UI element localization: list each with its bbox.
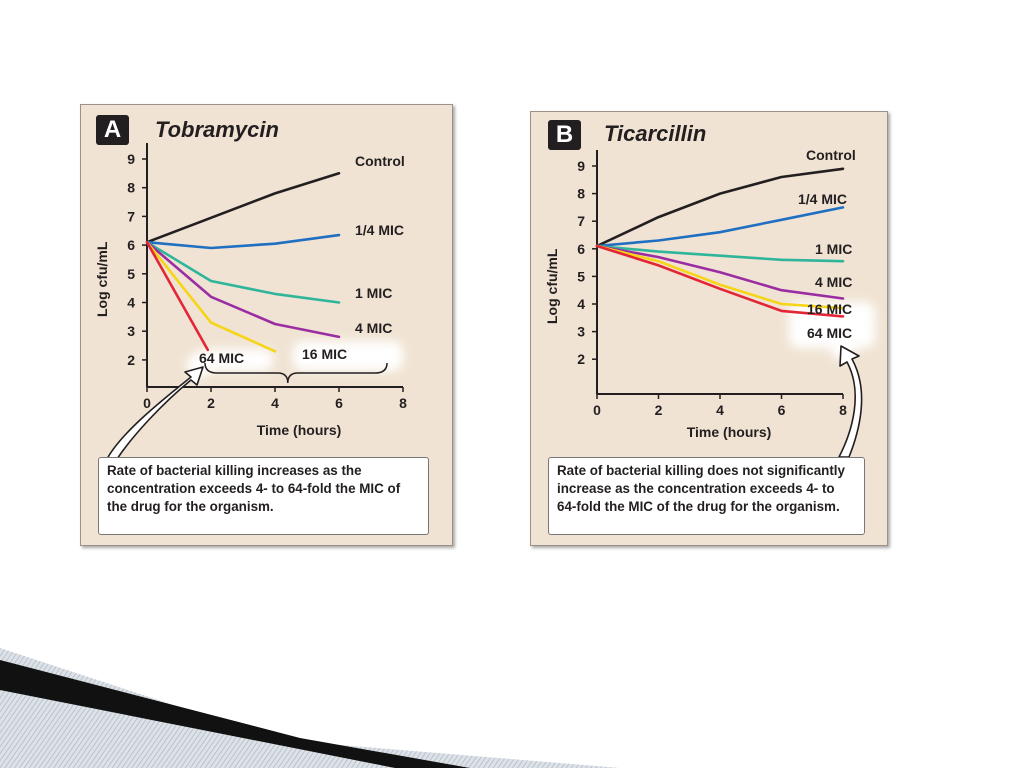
x-tick-label: 2 xyxy=(207,395,215,411)
y-tick-label: 8 xyxy=(577,186,585,202)
series-label-control: Control xyxy=(355,153,405,169)
series-line-64-mic xyxy=(595,244,845,318)
series-line-1-mic xyxy=(145,240,341,304)
x-tick-label: 2 xyxy=(655,402,663,418)
series-label-4-mic: 4 MIC xyxy=(815,274,852,290)
x-axis-label: Time (hours) xyxy=(687,424,772,440)
series-label-16-mic: 16 MIC xyxy=(302,346,347,362)
y-tick-label: 9 xyxy=(577,158,585,174)
panel-b-caption: Rate of bacterial killing does not signi… xyxy=(548,457,865,535)
panel-b-badge: B xyxy=(548,120,581,150)
series-line-4-mic xyxy=(595,244,845,300)
panel-b-drug-title: Ticarcillin xyxy=(604,121,707,146)
series-line-quarter-mic xyxy=(145,233,341,250)
bracket xyxy=(204,362,388,384)
panel-a-badge: A xyxy=(96,115,129,145)
y-tick-label: 6 xyxy=(577,241,585,257)
y-tick-label: 5 xyxy=(127,266,135,282)
x-tick-label: 8 xyxy=(399,395,407,411)
y-tick-label: 7 xyxy=(127,208,135,224)
label-glow xyxy=(293,341,403,371)
y-axis-label: Log cfu/mL xyxy=(94,241,110,317)
series-line-4-mic xyxy=(145,240,341,339)
callout-arrow-icon xyxy=(838,345,863,458)
series-label-64-mic: 64 MIC xyxy=(807,325,852,341)
x-tick-label: 8 xyxy=(839,402,847,418)
x-axis-label: Time (hours) xyxy=(257,422,342,438)
series-line-control xyxy=(145,172,341,244)
y-tick-label: 9 xyxy=(127,151,135,167)
y-tick-label: 7 xyxy=(577,213,585,229)
y-tick-label: 2 xyxy=(577,351,585,367)
panel-a-drug-title: Tobramycin xyxy=(155,117,279,142)
series-label-1-mic: 1 MIC xyxy=(815,241,852,257)
y-tick-label: 6 xyxy=(127,237,135,253)
label-glow xyxy=(199,349,273,371)
chart-b: 2 3 4 5 6 7 8 9 0 2 4 6 8 Log cfu/mL Time (hours) Contr… xyxy=(544,147,875,458)
chart-a: 2 3 4 5 6 7 8 9 0 2 4 6 8 Log cfu/mL Time (hours) Contr… xyxy=(94,143,407,460)
series-label-64-mic: 64 MIC xyxy=(199,350,244,366)
series-label-quarter-mic: 1/4 MIC xyxy=(798,191,847,207)
x-tick-label: 6 xyxy=(335,395,343,411)
series-label-quarter-mic: 1/4 MIC xyxy=(355,222,404,238)
series-label-4-mic: 4 MIC xyxy=(355,320,392,336)
series-line-1-mic xyxy=(595,244,845,263)
y-tick-label: 2 xyxy=(127,352,135,368)
y-tick-label: 8 xyxy=(127,180,135,196)
panel-b: 2 3 4 5 6 7 8 9 0 2 4 6 8 Log cfu/mL Time (hours) Contr… xyxy=(530,111,888,546)
series-label-control: Control xyxy=(806,147,856,163)
x-tick-label: 0 xyxy=(593,402,601,418)
x-tick-label: 4 xyxy=(716,402,724,418)
series-label-16-mic: 16 MIC xyxy=(807,301,852,317)
series-line-16-mic xyxy=(595,244,845,310)
panel-a-caption: Rate of bacterial killing increases as t… xyxy=(98,457,429,535)
x-tick-label: 4 xyxy=(271,395,279,411)
series-line-quarter-mic xyxy=(595,206,845,248)
series-line-64-mic xyxy=(145,240,210,352)
y-tick-label: 3 xyxy=(127,323,135,339)
x-tick-label: 0 xyxy=(143,395,151,411)
x-tick-label: 6 xyxy=(778,402,786,418)
y-tick-label: 5 xyxy=(577,268,585,284)
series-line-16-mic xyxy=(145,240,277,353)
series-label-1-mic: 1 MIC xyxy=(355,285,392,301)
y-tick-label: 3 xyxy=(577,324,585,340)
y-axis-label: Log cfu/mL xyxy=(544,248,560,324)
y-tick-label: 4 xyxy=(577,296,585,312)
panel-a: 2 3 4 5 6 7 8 9 0 2 4 6 8 Log cfu/mL Time (hours) Contr… xyxy=(80,104,453,546)
y-tick-label: 4 xyxy=(127,295,135,311)
callout-arrow-icon xyxy=(106,366,204,460)
series-line-control xyxy=(595,167,845,248)
